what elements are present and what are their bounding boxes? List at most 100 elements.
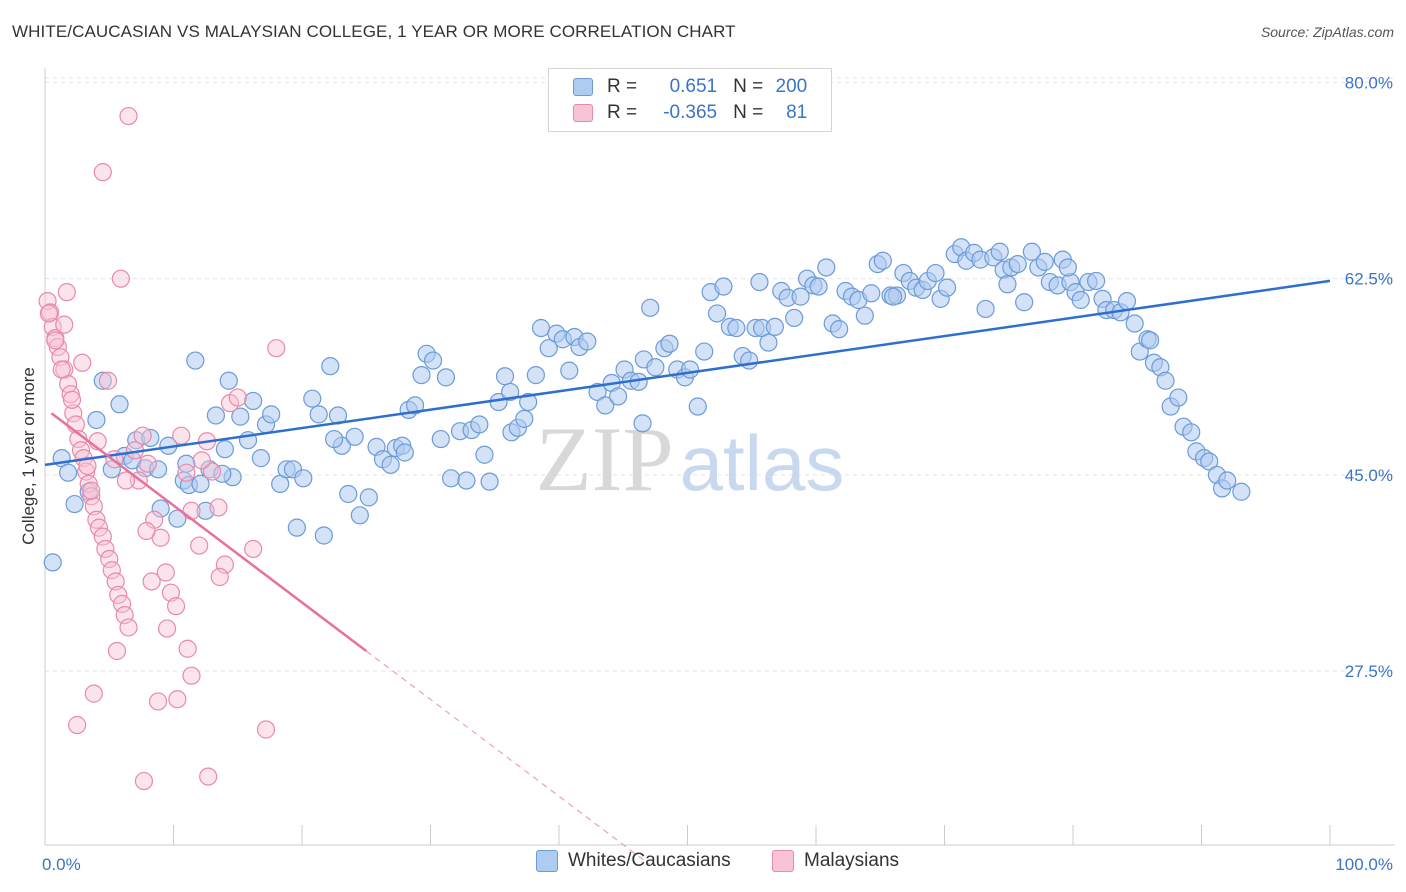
point-whites <box>695 342 714 361</box>
point-whites <box>345 427 364 446</box>
x-tick-label-min: 0.0% <box>42 855 81 874</box>
point-whites <box>785 308 804 328</box>
point-whites <box>873 251 892 270</box>
point-whites <box>531 318 551 338</box>
legend-row-whites: R = 0.651 N = 200 <box>573 75 807 99</box>
point-malaysians <box>106 572 125 591</box>
point-malaysians <box>177 463 196 482</box>
point-whites <box>395 443 414 462</box>
point-whites <box>325 429 344 449</box>
point-malaysians <box>93 163 112 182</box>
point-whites <box>87 410 106 430</box>
point-whites <box>740 351 759 370</box>
grid-lines <box>45 77 1395 672</box>
bottom-legend-whites: Whites/Caucasians <box>536 850 731 872</box>
point-whites <box>976 299 995 319</box>
point-malaysians <box>116 471 136 490</box>
x-tick-label-max: 100.0% <box>1335 855 1393 874</box>
legend-swatch-whites <box>573 78 593 96</box>
point-malaysians <box>64 404 83 423</box>
point-malaysians <box>161 583 181 602</box>
point-whites <box>660 334 679 353</box>
point-whites <box>809 277 828 296</box>
bottom-legend-malaysians: Malaysians <box>772 850 899 872</box>
trend-line-malaysians <box>50 412 368 652</box>
point-whites <box>93 371 112 390</box>
point-whites <box>262 405 281 424</box>
point-whites <box>350 506 369 525</box>
point-malaysians <box>84 684 103 703</box>
point-whites <box>191 474 210 493</box>
point-malaysians <box>168 690 187 709</box>
point-whites <box>560 361 579 380</box>
point-whites <box>1200 452 1219 471</box>
point-whites <box>759 333 778 352</box>
trend-line-whites <box>44 279 1331 467</box>
point-whites <box>1169 388 1188 407</box>
point-malaysians <box>62 390 82 409</box>
point-whites <box>501 382 520 402</box>
series-malaysians-points <box>38 106 286 791</box>
point-malaysians <box>52 360 71 379</box>
point-malaysians <box>202 462 222 481</box>
point-malaysians <box>61 385 80 404</box>
point-whites <box>526 366 545 385</box>
y-tick-label: 45.0% <box>1345 466 1393 485</box>
point-malaysians <box>137 521 156 541</box>
watermark: ZIPatlas <box>536 408 845 510</box>
trend-line-malaysians-extension <box>365 650 650 865</box>
point-whites <box>855 306 874 325</box>
point-whites <box>1071 290 1090 310</box>
point-whites <box>862 284 881 303</box>
point-whites <box>680 360 700 379</box>
point-whites <box>287 518 306 537</box>
point-malaysians <box>166 597 186 616</box>
point-whites <box>926 263 945 283</box>
stats-legend: R = 0.651 N = 200 R = -0.365 N = 81 <box>548 68 832 132</box>
y-tick-label: 80.0% <box>1345 73 1393 92</box>
point-whites <box>990 242 1009 261</box>
point-whites <box>148 460 168 479</box>
point-whites <box>168 509 187 528</box>
point-whites <box>1035 252 1054 271</box>
point-whites <box>519 392 538 412</box>
point-whites <box>1218 471 1237 490</box>
point-whites <box>539 339 558 358</box>
point-malaysians <box>142 572 161 591</box>
point-whites <box>727 318 746 338</box>
legend-r-label: R = <box>607 76 638 97</box>
point-whites <box>43 553 62 572</box>
point-malaysians <box>107 641 127 661</box>
point-whites <box>791 287 810 306</box>
trend-lines <box>44 279 1331 865</box>
source-label: Source: ZipAtlas.com <box>1260 24 1394 40</box>
point-malaysians <box>112 594 132 613</box>
point-malaysians <box>138 454 157 473</box>
point-malaysians <box>156 563 175 582</box>
point-malaysians <box>267 339 286 358</box>
bottom-legend-label-whites: Whites/Caucasians <box>568 850 731 871</box>
point-malaysians <box>109 585 128 605</box>
point-malaysians <box>46 331 65 350</box>
point-whites <box>186 351 205 370</box>
series-whites-points <box>43 238 1251 572</box>
point-malaysians <box>102 561 121 580</box>
point-whites <box>65 494 84 514</box>
point-whites <box>817 258 836 277</box>
point-whites <box>707 304 727 323</box>
point-malaysians <box>84 497 103 516</box>
point-whites <box>436 368 456 387</box>
point-whites <box>219 371 238 390</box>
point-whites <box>688 397 707 416</box>
point-whites <box>998 275 1017 294</box>
point-whites <box>578 332 597 351</box>
point-malaysians <box>157 619 177 638</box>
legend-r-label: R = <box>607 102 638 123</box>
watermark-atlas: atlas <box>680 419 845 507</box>
point-malaysians <box>55 315 74 334</box>
point-whites <box>1117 292 1137 311</box>
point-whites <box>609 387 628 406</box>
point-malaysians <box>256 720 276 739</box>
point-whites <box>423 351 443 370</box>
